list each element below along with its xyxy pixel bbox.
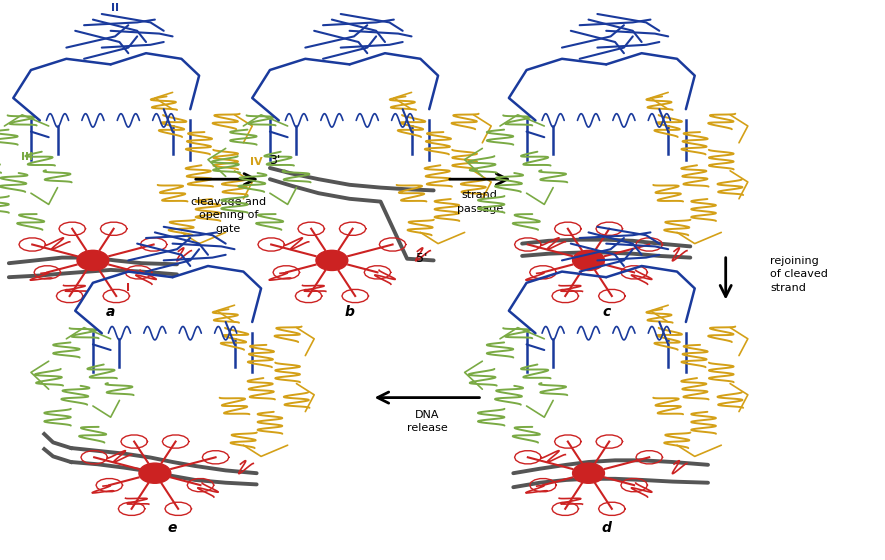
Text: e: e <box>168 521 177 535</box>
Text: rejoining
of cleaved
strand: rejoining of cleaved strand <box>770 256 827 292</box>
Text: I: I <box>127 283 130 293</box>
Text: III: III <box>20 152 33 162</box>
Circle shape <box>139 463 171 483</box>
Text: II: II <box>111 3 119 13</box>
Text: b: b <box>344 305 355 319</box>
Circle shape <box>573 463 604 483</box>
Circle shape <box>316 250 348 270</box>
Text: a: a <box>106 305 115 319</box>
Text: c: c <box>602 305 611 319</box>
Text: 5': 5' <box>416 251 427 264</box>
Text: 3': 3' <box>269 153 280 166</box>
Circle shape <box>77 250 109 270</box>
Text: strand
passage: strand passage <box>457 190 503 213</box>
Text: IV: IV <box>250 157 263 167</box>
Circle shape <box>573 250 604 270</box>
Text: DNA
release: DNA release <box>407 410 448 433</box>
Text: cleavage and
opening of
gate: cleavage and opening of gate <box>191 197 266 234</box>
Text: d: d <box>601 521 612 535</box>
